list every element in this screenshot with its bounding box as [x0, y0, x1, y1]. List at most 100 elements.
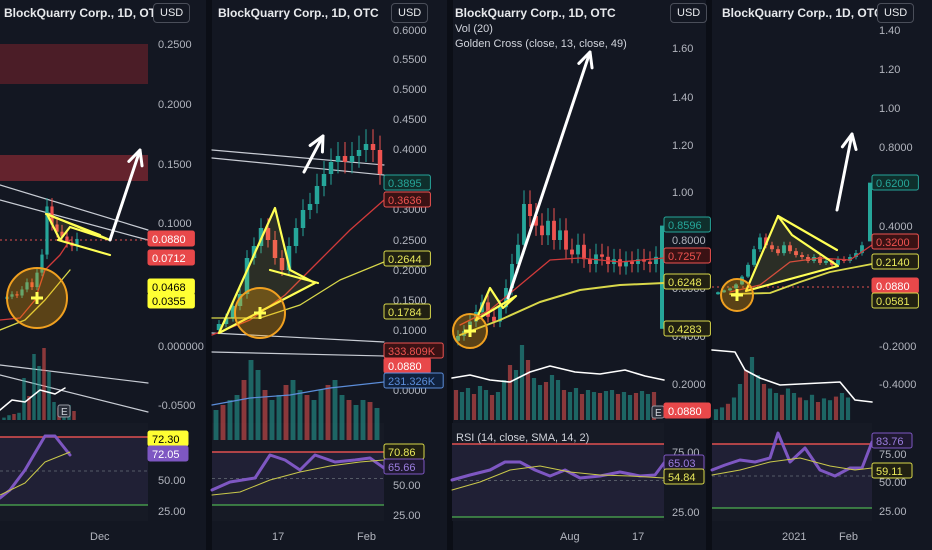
panel-4-rsi-tag: 59.11	[871, 462, 913, 479]
panel-1-volume-bar	[22, 378, 26, 420]
panel-3-currency-button[interactable]: USD	[670, 3, 708, 23]
panel-3-candle	[582, 244, 586, 260]
panel-4-breakout-marker	[720, 278, 754, 312]
panel-1-candle	[45, 206, 49, 255]
panel-4-volume-bar	[833, 396, 839, 420]
panel-2-y-tick: 0.1000	[393, 325, 427, 337]
panel-2-volume-bar	[269, 400, 275, 440]
panel-3-rsi-line	[450, 460, 666, 482]
panel-2-volume-bar	[367, 402, 373, 440]
panel-3-volume-bar	[501, 380, 507, 420]
panel-1-trendline	[0, 364, 149, 384]
panel-3-volume-bar	[591, 392, 597, 420]
panel-2-candle	[328, 162, 334, 174]
panel-3-candle	[528, 204, 532, 216]
panel-2-volume-bar	[241, 380, 247, 440]
panel-1-wedge-line	[56, 238, 112, 257]
panel-4-volume-bar	[719, 407, 725, 420]
panel-3-price-tag: 0.6248	[663, 273, 711, 290]
panel-4-candle	[788, 245, 792, 252]
panel-4-volume-bar	[827, 400, 833, 420]
panel-1-sma-line	[0, 269, 71, 331]
panel-2-price-tag: 231.326K	[383, 372, 444, 389]
svg-text:231.326K: 231.326K	[388, 376, 436, 388]
panel-1-volume-bar	[12, 414, 16, 420]
panel-3-volume-bar	[465, 388, 471, 420]
panel-3-rsi-tick: 25.00	[672, 507, 700, 519]
panel-1-volume-bar	[42, 348, 46, 420]
panel-separator	[447, 0, 453, 550]
panel-2-currency-button[interactable]: USD	[391, 3, 429, 23]
panel-3-volume-bar	[519, 345, 525, 420]
panel-4-y-tick: 1.20	[879, 64, 900, 76]
panel-4-price-tag: 0.3200	[871, 233, 919, 250]
panel-3-candle	[660, 225, 664, 329]
panel-2-price-tag: 0.1784	[383, 303, 431, 320]
panel-2-candle	[370, 144, 376, 150]
svg-text:54.84: 54.84	[668, 472, 696, 484]
panel-4-y-tick: 0.8000	[879, 142, 913, 154]
panel-2-rsi-ma	[211, 459, 385, 496]
panel-4-pattern	[744, 214, 840, 293]
panel-4-volume-bar	[815, 402, 821, 420]
svg-text:65.66: 65.66	[388, 462, 416, 474]
panel-1-y-tick: 0.1500	[158, 159, 192, 171]
panel-3-volume-bar	[639, 391, 645, 420]
panel-3-volume-bar	[585, 390, 591, 420]
panel-4-volume-bar	[713, 409, 719, 420]
panel-3-y-tick: 1.40	[672, 92, 693, 104]
svg-text:E: E	[61, 407, 68, 418]
panel-3-rsi-ma	[451, 465, 665, 491]
panel-3-volume-bar	[567, 392, 573, 420]
panel-2-candle	[307, 204, 313, 210]
panel-2-title: BlockQuarry Corp., 1D, OTC	[218, 6, 379, 20]
panel-2-candle	[237, 294, 243, 306]
panel-4-wedge-line	[776, 214, 839, 252]
panel-2-volume-bar	[374, 408, 380, 440]
panel-3-y-tick: 1.00	[672, 187, 693, 199]
rsi-indicator-legend[interactable]: RSI (14, close, SMA, 14, 2)	[456, 432, 590, 444]
panel-1-volume-bar	[47, 372, 51, 420]
panel-2-volume-bar	[213, 410, 219, 440]
panel-3-volume-bar	[489, 395, 495, 420]
panel-1-volume-bar	[32, 354, 36, 420]
panel-4-volume-bar	[839, 393, 845, 420]
panel-2-y-tick: 0.4000	[393, 144, 427, 156]
panel-4-price-tag: 0.0581	[871, 292, 919, 309]
panel-1-currency-button[interactable]: USD	[153, 3, 191, 23]
panel-4-currency-button[interactable]: USD	[877, 3, 915, 23]
panel-2-price-tag: 0.3895	[383, 174, 431, 191]
panel-3-title: BlockQuarry Corp., 1D, OTC	[455, 6, 616, 20]
svg-text:0.3636: 0.3636	[388, 195, 422, 207]
svg-text:0.6248: 0.6248	[668, 277, 702, 289]
panel-3-volume-bar	[471, 394, 477, 420]
panel-3-volume-bar	[531, 378, 537, 420]
panel-3-sma-line	[459, 282, 665, 336]
panel-2-trendline	[211, 332, 385, 343]
volume-indicator-legend[interactable]: Vol (20)	[455, 23, 493, 35]
panel-4-candle	[794, 251, 798, 256]
panel-1-candle	[20, 289, 24, 296]
panel-3-candle	[456, 336, 460, 341]
panel-4-candle	[854, 253, 858, 258]
panel-3-candle	[618, 259, 622, 267]
panel-2-candle	[377, 150, 383, 174]
panel-4-candle	[848, 257, 852, 261]
panel-1-wedge-line	[44, 212, 102, 237]
panel-3-volume-bar	[453, 390, 459, 420]
panel-2-trendline	[211, 149, 385, 166]
panel-3-volume-bar	[477, 386, 483, 420]
panel-1-volume-bar	[37, 366, 41, 420]
panel-1-target-arrow	[108, 148, 144, 242]
panel-2-candle	[251, 246, 257, 258]
panel-4-rsi-ma	[711, 457, 873, 476]
panel-3-candle	[486, 302, 490, 317]
panel-2-sma-line	[211, 261, 385, 319]
panel-4-target-arrow	[835, 132, 858, 212]
panel-3-candle	[570, 249, 574, 255]
svg-text:0.6200: 0.6200	[876, 178, 910, 190]
golden-cross-indicator-legend[interactable]: Golden Cross (close, 13, close, 49)	[455, 38, 627, 50]
panel-3-candle	[552, 220, 556, 240]
panel-4-candle	[818, 257, 822, 263]
